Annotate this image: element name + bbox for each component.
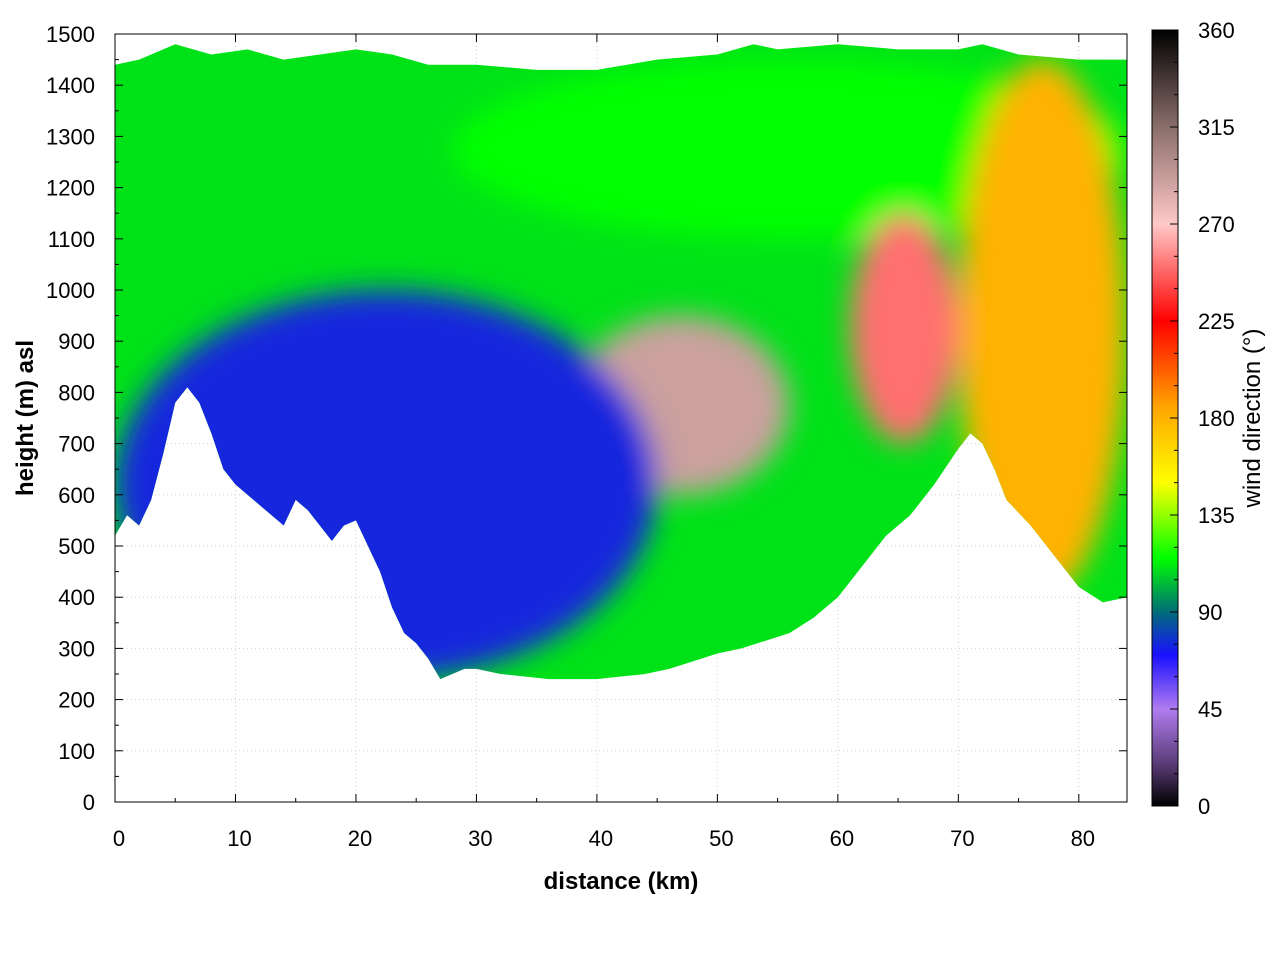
- x-tick-label: 20: [348, 826, 372, 851]
- y-tick-label: 1000: [46, 278, 95, 303]
- x-tick-label: 30: [468, 826, 492, 851]
- x-tick-label: 60: [830, 826, 854, 851]
- y-tick-label: 500: [58, 534, 95, 559]
- colorbar-axis: 0 45 90 135 180 225 270 315 360: [1170, 18, 1235, 819]
- colorbar-tick-label: 0: [1198, 794, 1210, 819]
- colorbar-tick-label: 180: [1198, 406, 1235, 431]
- colorbar-tick-label: 360: [1198, 18, 1235, 43]
- region-south-core: [849, 213, 959, 444]
- x-axis: 0 10 20 30 40 50 60 70 80: [113, 34, 1095, 851]
- colorbar-tick-label: 45: [1198, 697, 1222, 722]
- y-tick-label: 1300: [46, 124, 95, 149]
- y-tick-label: 900: [58, 329, 95, 354]
- x-tick-label: 80: [1071, 826, 1095, 851]
- colorbar-tick-label: 225: [1198, 309, 1235, 334]
- y-axis: 0 100 200 300 400 500 600 700 800 900 1000 1100 1200…: [46, 22, 1127, 815]
- y-tick-label: 600: [58, 483, 95, 508]
- y-tick-label: 300: [58, 636, 95, 661]
- y-tick-label: 400: [58, 585, 95, 610]
- x-tick-label: 40: [589, 826, 613, 851]
- colorbar-tick-label: 90: [1198, 600, 1222, 625]
- y-tick-label: 1400: [46, 73, 95, 98]
- x-tick-label: 0: [113, 826, 125, 851]
- y-tick-label: 700: [58, 432, 95, 457]
- y-tick-label: 100: [58, 739, 95, 764]
- x-tick-label: 70: [950, 826, 974, 851]
- region-east-slope: [958, 59, 1127, 598]
- colorbar-tick-label: 270: [1198, 212, 1235, 237]
- y-tick-label: 800: [58, 380, 95, 405]
- y-tick-label: 200: [58, 688, 95, 713]
- colorbar-title: wind direction (°): [1239, 329, 1266, 509]
- y-tick-label: 1500: [46, 22, 95, 47]
- y-tick-label: 1100: [48, 227, 95, 252]
- region-upper-layer: [452, 59, 1127, 239]
- colorbar-tick-label: 315: [1198, 115, 1235, 140]
- x-axis-title: distance (km): [544, 868, 699, 895]
- y-tick-label: 0: [83, 790, 95, 815]
- colorbar-tick-label: 135: [1198, 503, 1235, 528]
- y-tick-label: 1200: [46, 176, 95, 201]
- y-axis-title: height (m) asl: [12, 340, 39, 496]
- x-tick-label: 50: [709, 826, 733, 851]
- x-tick-label: 10: [227, 826, 251, 851]
